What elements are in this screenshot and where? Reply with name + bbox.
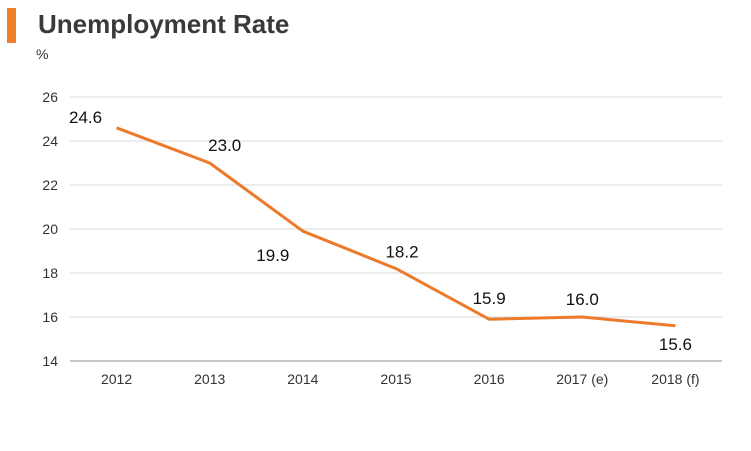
x-tick-label: 2013 (194, 371, 225, 387)
data-labels: 24.6 23.0 19.9 18.2 15.9 16.0 15.6 (69, 108, 692, 354)
x-tick-label: 2016 (474, 371, 505, 387)
data-label: 15.6 (659, 335, 692, 354)
y-axis-unit-label: % (36, 46, 49, 62)
y-tick-label: 16 (42, 309, 58, 325)
y-tick-label: 20 (42, 221, 58, 237)
y-tick-label: 18 (42, 265, 58, 281)
gridlines (70, 96, 722, 318)
y-tick-label: 22 (42, 177, 58, 193)
series-line (116, 126, 676, 328)
x-axis-ticks: 2012 2013 2014 2015 2016 2017 (e) 2018 (f) (101, 371, 700, 387)
y-tick-label: 24 (42, 133, 58, 149)
x-tick-label: 2012 (101, 371, 132, 387)
data-label: 15.9 (473, 289, 506, 308)
x-tick-label: 2015 (380, 371, 411, 387)
chart-title: Unemployment Rate (38, 9, 290, 39)
x-tick-label: 2014 (287, 371, 318, 387)
y-tick-label: 26 (42, 89, 58, 105)
data-label: 19.9 (256, 246, 289, 265)
data-label: 24.6 (69, 108, 102, 127)
y-axis-ticks: 14 16 18 20 22 24 26 (42, 89, 58, 369)
y-tick-label: 14 (42, 353, 58, 369)
data-label: 18.2 (385, 243, 418, 262)
x-tick-label: 2018 (f) (651, 371, 699, 387)
data-label: 23.0 (208, 136, 241, 155)
title-accent-bar (7, 8, 16, 43)
x-tick-label: 2017 (e) (556, 371, 608, 387)
data-label: 16.0 (566, 290, 599, 309)
